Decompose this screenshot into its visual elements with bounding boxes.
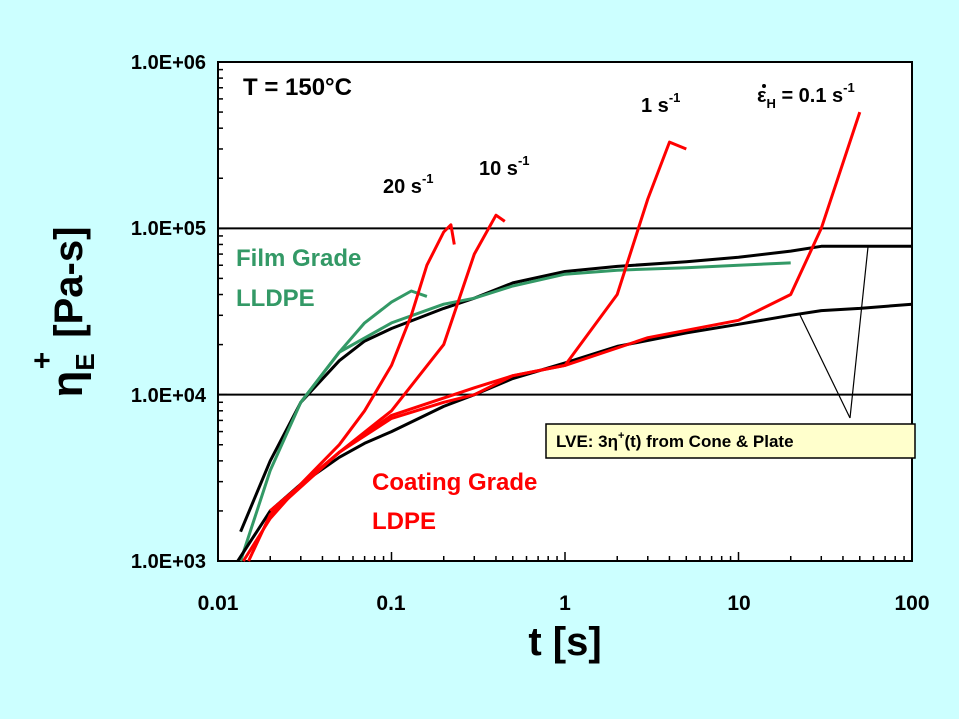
lldpe-label: LLDPE [236,285,315,312]
lve-label-box: LVE: 3η+(t) from Cone & Plate [545,423,916,459]
series-line-7 [269,111,862,513]
x-tick-label: 1 [559,592,571,615]
y-tick-label: 1.0E+03 [131,551,206,573]
x-tick-label: 0.01 [198,592,239,615]
ldpe-label: LDPE [372,508,436,535]
rate-label-0-1: εH = 0.1 s-1 [757,80,855,111]
series-line-0 [239,244,912,533]
rate-label-20: 20 s-1 [383,171,434,198]
plot-area [217,61,913,562]
temperature-label: T = 150°C [243,74,352,101]
rate-label-10: 10 s-1 [479,153,530,180]
y-tick-label: 1.0E+04 [131,385,207,407]
series-line-3 [236,302,913,562]
x-tick-labels: 0.01 0.1 1 10 100 [198,592,930,615]
x-axis-title: t [s] [528,620,601,664]
x-tick-label: 100 [894,592,929,615]
y-tick-labels: 1.0E+03 1.0E+04 1.0E+05 1.0E+06 [131,52,207,573]
x-tick-label: 0.1 [376,592,406,615]
strain-rate-dot [762,84,766,88]
y-tick-label: 1.0E+06 [131,52,206,74]
coating-grade-label: Coating Grade [372,469,537,496]
axis-ticks [217,68,905,562]
y-axis-title: ηE+[Pa-s] [26,227,100,398]
lve-label: LVE: 3η+(t) from Cone & Plate [556,430,794,451]
series-line-1 [239,289,428,562]
svg-text:εH = 0.1 s-1: εH = 0.1 s-1 [757,80,855,111]
film-grade-label: Film Grade [236,245,361,272]
gridlines [218,227,912,396]
series-line-5 [247,213,506,562]
rate-label-1: 1 s-1 [641,90,680,117]
x-tick-label: 10 [727,592,750,615]
data-series [236,111,913,562]
y-tick-label: 1.0E+05 [131,218,206,240]
lve-leader-lines [799,246,869,419]
series-line-2 [299,261,791,404]
